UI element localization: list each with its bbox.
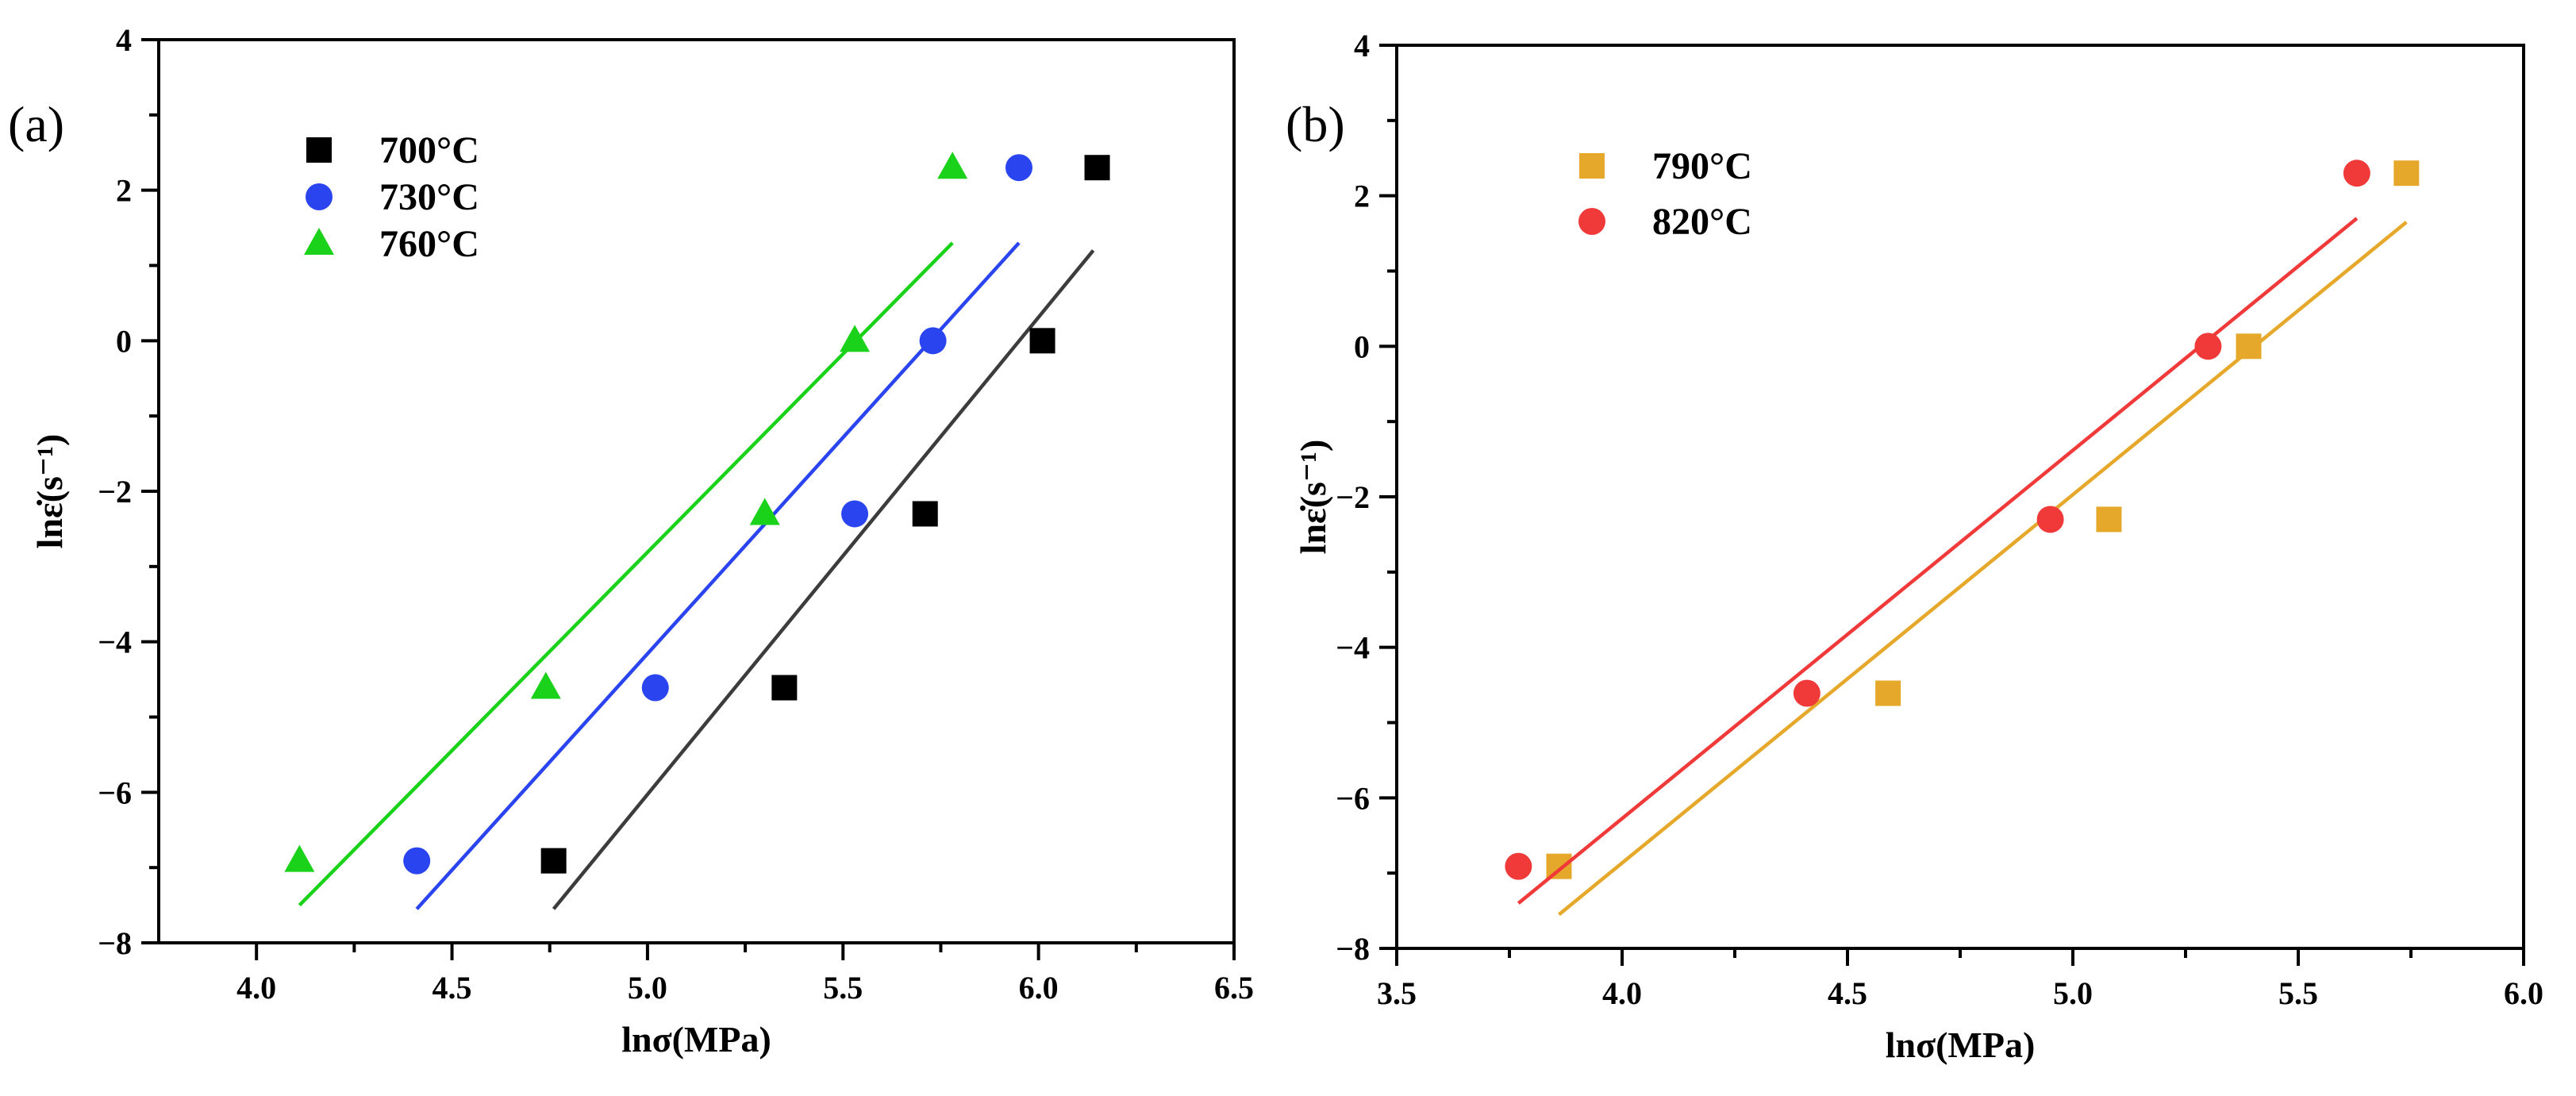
panel-b-series-0-point	[1875, 680, 1901, 706]
panel-b-fit-line-0	[1558, 221, 2408, 917]
panel-b-legend-marker-1	[1578, 208, 1605, 235]
panel-a-x-tick-label: 6.0	[1019, 970, 1059, 1006]
panel-b-y-tick-label: 0	[1354, 329, 1370, 364]
panel-a-x-tick-label: 4.5	[433, 970, 472, 1006]
panel-b-y-tick-label: 4	[1354, 28, 1370, 63]
panel-b-series-1-point	[2194, 333, 2222, 360]
panel-a-series-1-point	[641, 674, 669, 702]
panel-a-legend-marker-1	[306, 183, 333, 210]
panel-a-series-0-point	[1029, 328, 1055, 354]
panel-b-legend-marker-0	[1579, 153, 1605, 179]
panel-b-y-tick-label: −4	[1336, 630, 1370, 666]
panel-b-y-tick-label: −2	[1336, 479, 1370, 515]
panel-b-x-tick-label: 5.5	[2278, 975, 2318, 1011]
panel-a-series-2-point	[937, 152, 968, 179]
panel-a-fit-line-2	[298, 241, 954, 907]
panel-a-y-tick-label: 0	[116, 323, 132, 359]
panel-a-legend-label-0: 700°C	[379, 129, 479, 171]
panel-a-series-2-point	[749, 498, 780, 525]
panel-b-series-0-point	[2096, 506, 2122, 533]
panel-a-series-1-point	[919, 327, 947, 355]
panel-b-x-tick-label: 4.5	[1828, 975, 1867, 1011]
panel-a-legend-marker-2	[304, 228, 334, 255]
panel-a-legend-label-1: 730°C	[379, 176, 479, 218]
panel-a-series-0-point	[912, 501, 938, 527]
panel-b-series-1-point	[2343, 160, 2370, 187]
panel-a-series-2-point	[840, 325, 871, 352]
panel-a-y-axis-title: lnε̇(s⁻¹)	[29, 434, 70, 549]
panel-a-y-tick-label: 2	[116, 173, 132, 209]
panel-b-series-1-point	[1793, 679, 1821, 707]
panel-b-x-tick-label: 6.0	[2504, 975, 2543, 1011]
panel-a-series-0-point	[771, 675, 798, 701]
panel-a-y-tick-label: 4	[116, 22, 132, 58]
panel-b-y-axis-title: lnε̇(s⁻¹)	[1293, 440, 1333, 555]
panel-a-series-1-point	[1005, 154, 1032, 182]
panel-b-series-0-point	[2236, 333, 2262, 360]
panel-a-y-tick-label: −4	[98, 625, 132, 660]
panel-b-x-axis-title: lnσ(MPa)	[1886, 1025, 2036, 1065]
panel-a-series-0-point	[1084, 155, 1110, 181]
panel-b-series-1-point	[1505, 852, 1532, 880]
panel-b-legend-label-1: 820°C	[1652, 201, 1752, 243]
panel-a-y-tick-label: −2	[98, 474, 132, 510]
panel-a-x-tick-label: 6.5	[1214, 970, 1254, 1006]
panel-a-legend-marker-0	[306, 137, 332, 163]
panel-a-x-tick-label: 4.0	[236, 970, 276, 1006]
panel-b-y-tick-label: −6	[1336, 780, 1370, 816]
panel-a-plot-frame	[157, 38, 1236, 944]
panel-a-x-tick-label: 5.0	[628, 970, 667, 1006]
panel-a-x-axis-title: lnσ(MPa)	[621, 1019, 771, 1059]
panel-a-fit-line-1	[415, 241, 1021, 910]
panel-b-series-1-point	[2036, 506, 2064, 533]
panel-b-x-tick-label: 3.5	[1377, 975, 1417, 1011]
panel-b-y-tick-label: 2	[1354, 179, 1370, 214]
panel-a-label: (a)	[8, 96, 64, 152]
panel-a-series-1-point	[403, 847, 431, 875]
panel-b-label: (b)	[1286, 96, 1345, 152]
panel-b-x-tick-label: 5.0	[2053, 975, 2093, 1011]
panel-a-x-tick-label: 5.5	[823, 970, 863, 1006]
panel-b-legend-label-0: 790°C	[1652, 145, 1752, 187]
panel-a-legend-label-2: 760°C	[379, 223, 479, 265]
panel-b-series-0-point	[2393, 160, 2420, 187]
panel-b-chart: (b) 3.5 4.0 4.5 5.0 5.5 6.0 −8 −6 −4 −2 0 2 4 lnσ(MPa…	[1286, 28, 2543, 1065]
panel-a-y-tick-label: −8	[98, 925, 132, 961]
panel-b-y-tick-label: −8	[1336, 931, 1370, 967]
panel-a-series-1-point	[841, 500, 869, 528]
panel-a-series-0-point	[540, 848, 567, 874]
panel-a-y-tick-label: −6	[98, 775, 132, 810]
panel-a-series-2-point	[284, 844, 315, 872]
panel-a-fit-line-0	[552, 249, 1095, 910]
panel-b-x-tick-label: 4.0	[1602, 975, 1642, 1011]
panel-a-series-2-point	[530, 671, 561, 699]
panel-b-fit-line-1	[1517, 217, 2359, 905]
panel-a-chart: (a) 4.0 4.5 5.0 5.5 6.0 6.5 −8 −6 −4 −2 0 2 4 lnσ(MPa…	[8, 22, 1254, 1059]
